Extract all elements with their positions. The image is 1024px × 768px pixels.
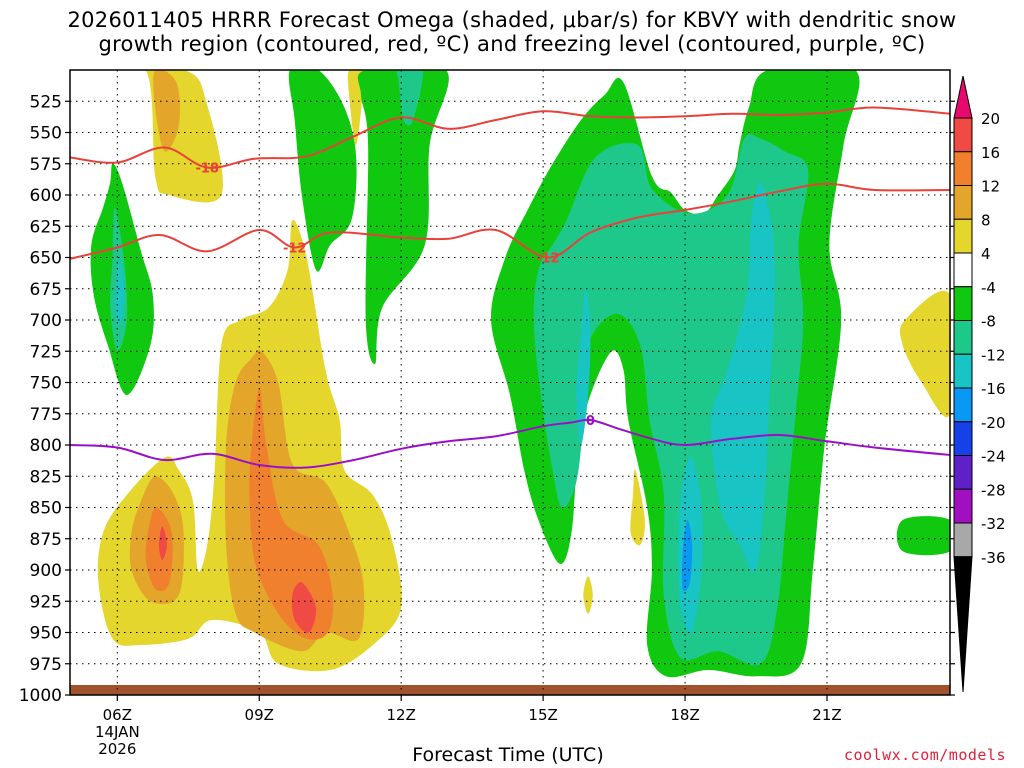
y-tick-label: 675 (30, 280, 62, 300)
omega-region-neg_12_16 (576, 288, 591, 445)
colorbar-swatch (953, 151, 973, 186)
y-tick-label: 650 (30, 249, 62, 269)
omega-region-pos_12_16 (145, 507, 173, 592)
colorbar-swatch (953, 387, 973, 423)
colorbar-label: 16 (981, 144, 1000, 162)
dendritic-contour (70, 182, 950, 260)
omega-region-neg_4_8 (288, 70, 357, 272)
contour-label: -12 (283, 242, 307, 257)
date-label: 2026 (98, 740, 136, 758)
colorbar-swatch (953, 488, 973, 524)
gridlines (70, 70, 950, 695)
date-label: 14JAN (95, 723, 140, 741)
temperature-contours: -12 -12 -18 0 (70, 106, 950, 469)
omega-region-pos_8_12 (153, 70, 180, 152)
surface-band (70, 685, 950, 695)
contour-label: -18 (195, 162, 219, 177)
omega-region-neg_16_20 (681, 519, 693, 592)
colorbar-top-arrow (953, 75, 973, 119)
chart-title-line1: 2026011405 HRRR Forecast Omega (shaded, … (67, 8, 957, 32)
y-tick-label: 700 (30, 311, 62, 331)
colorbar-swatch (953, 185, 973, 220)
colorbar-label: -36 (981, 549, 1006, 567)
chart-title-line2: growth region (contoured, red, ºC) and f… (98, 32, 926, 56)
y-tick-label: 750 (30, 374, 62, 394)
y-tick-label: 625 (30, 217, 62, 237)
colorbar-label: -12 (981, 346, 1006, 364)
y-tick-label: 725 (30, 342, 62, 362)
axes: 525 550 575 600 625 650 675 700 725 750 775 800 825 8… (19, 92, 955, 758)
omega-region-neg_8_12 (396, 70, 423, 126)
colorbar-legend: 20 16 12 8 4 -4 -8 -12 -16 -20 -24 -28 -32 -36 (953, 75, 1006, 693)
omega-region-neg_12_16 (710, 182, 776, 573)
y-tick-label: 550 (30, 124, 62, 144)
colorbar-swatch (953, 353, 973, 389)
x-axis-label: Forecast Time (UTC) (412, 744, 604, 766)
colorbar-swatch (953, 218, 973, 254)
colorbar-label: -4 (981, 279, 996, 297)
colorbar-swatch (953, 522, 973, 558)
omega-region-pos_4_8 (583, 576, 593, 614)
y-tick-label: 925 (30, 592, 62, 612)
colorbar-bottom-arrow (953, 556, 973, 693)
y-tick-label: 950 (30, 624, 62, 644)
y-tick-label: 525 (30, 92, 62, 112)
colorbar-label: -32 (981, 515, 1006, 533)
y-tick-label: 575 (30, 155, 62, 175)
freezing-level-label: 0 (586, 414, 595, 429)
omega-shading (70, 70, 950, 695)
y-tick-label: 825 (30, 467, 62, 487)
omega-region-neg_4_8 (896, 516, 950, 556)
x-tick-label: 06Z (103, 706, 132, 724)
x-tick-label: 12Z (386, 706, 415, 724)
colorbar-label: -28 (981, 481, 1006, 499)
omega-region-pos_4_8 (899, 290, 950, 418)
x-tick-label: 18Z (670, 706, 699, 724)
y-tick-label: 800 (30, 436, 62, 456)
colorbar-label: 4 (981, 245, 991, 263)
colorbar-label: -8 (981, 313, 996, 331)
colorbar-label: -16 (981, 380, 1006, 398)
omega-region-pos_12_16 (249, 388, 334, 640)
colorbar-label: -20 (981, 414, 1006, 432)
contour-label: -12 (536, 252, 560, 267)
y-tick-label: 600 (30, 186, 62, 206)
colorbar-swatch (953, 421, 973, 456)
x-tick-label: 21Z (812, 706, 841, 724)
credit-link[interactable]: coolwx.com/models (843, 746, 1006, 764)
y-tick-label: 975 (30, 655, 62, 675)
omega-region-pos_4_8 (630, 469, 645, 546)
omega-region-pos_16_20 (158, 526, 167, 560)
x-tick-label: 15Z (528, 706, 557, 724)
colorbar-swatch (953, 252, 973, 288)
freezing-level-contour (70, 418, 950, 469)
colorbar-label: 8 (981, 211, 991, 229)
colorbar-swatch (953, 117, 973, 153)
x-tick-label: 09Z (245, 706, 274, 724)
colorbar-label: -24 (981, 448, 1006, 466)
omega-region-neg_12_16 (114, 257, 125, 327)
y-tick-label: 775 (30, 405, 62, 425)
omega-region-pos_4_8 (347, 70, 364, 146)
omega-region-neg_4_8 (357, 70, 449, 364)
omega-region-pos_16_20 (291, 582, 317, 633)
y-tick-label: 875 (30, 530, 62, 550)
colorbar-swatch (953, 455, 973, 490)
colorbar-swatch (953, 286, 973, 321)
colorbar-label: 12 (981, 178, 1000, 196)
dendritic-contour (70, 106, 950, 169)
colorbar-label: 20 (981, 110, 1000, 128)
omega-region-pos_4_8 (93, 70, 223, 203)
y-tick-label: 850 (30, 499, 62, 519)
y-tick-label: 900 (30, 561, 62, 581)
colorbar-swatch (953, 320, 973, 355)
y-tick-label: 1000 (19, 686, 62, 706)
